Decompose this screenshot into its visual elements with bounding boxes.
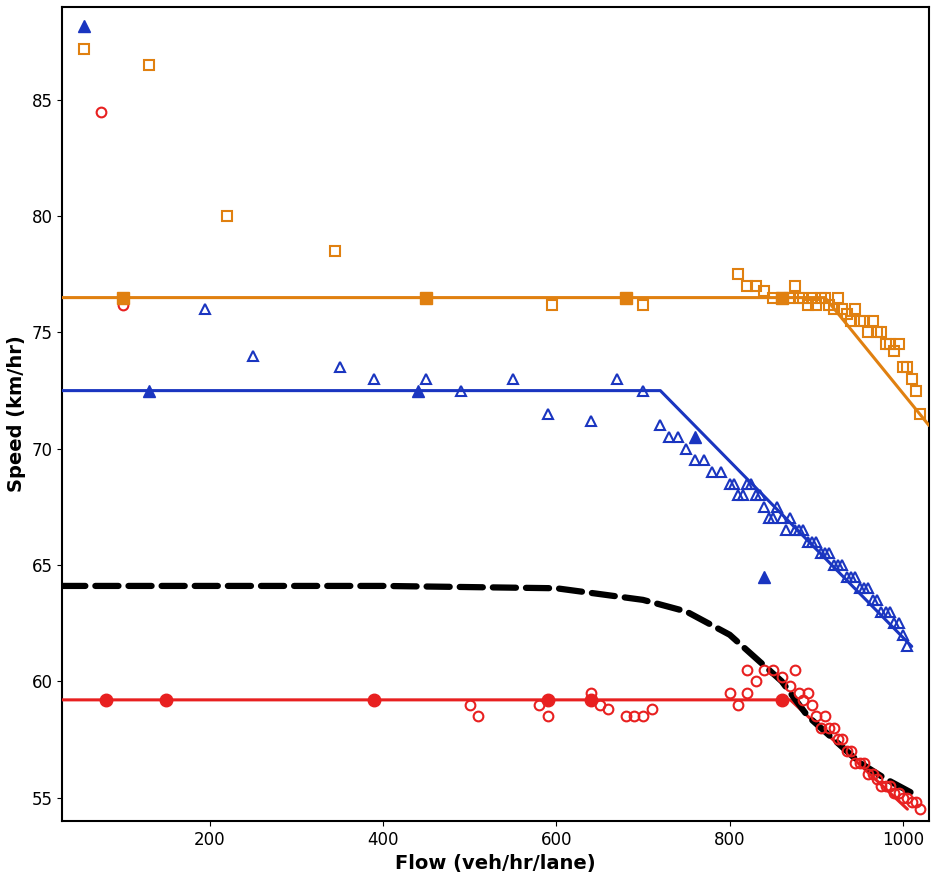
- Y-axis label: Speed (km/hr): Speed (km/hr): [7, 335, 26, 492]
- X-axis label: Flow (veh/hr/lane): Flow (veh/hr/lane): [395, 854, 596, 873]
